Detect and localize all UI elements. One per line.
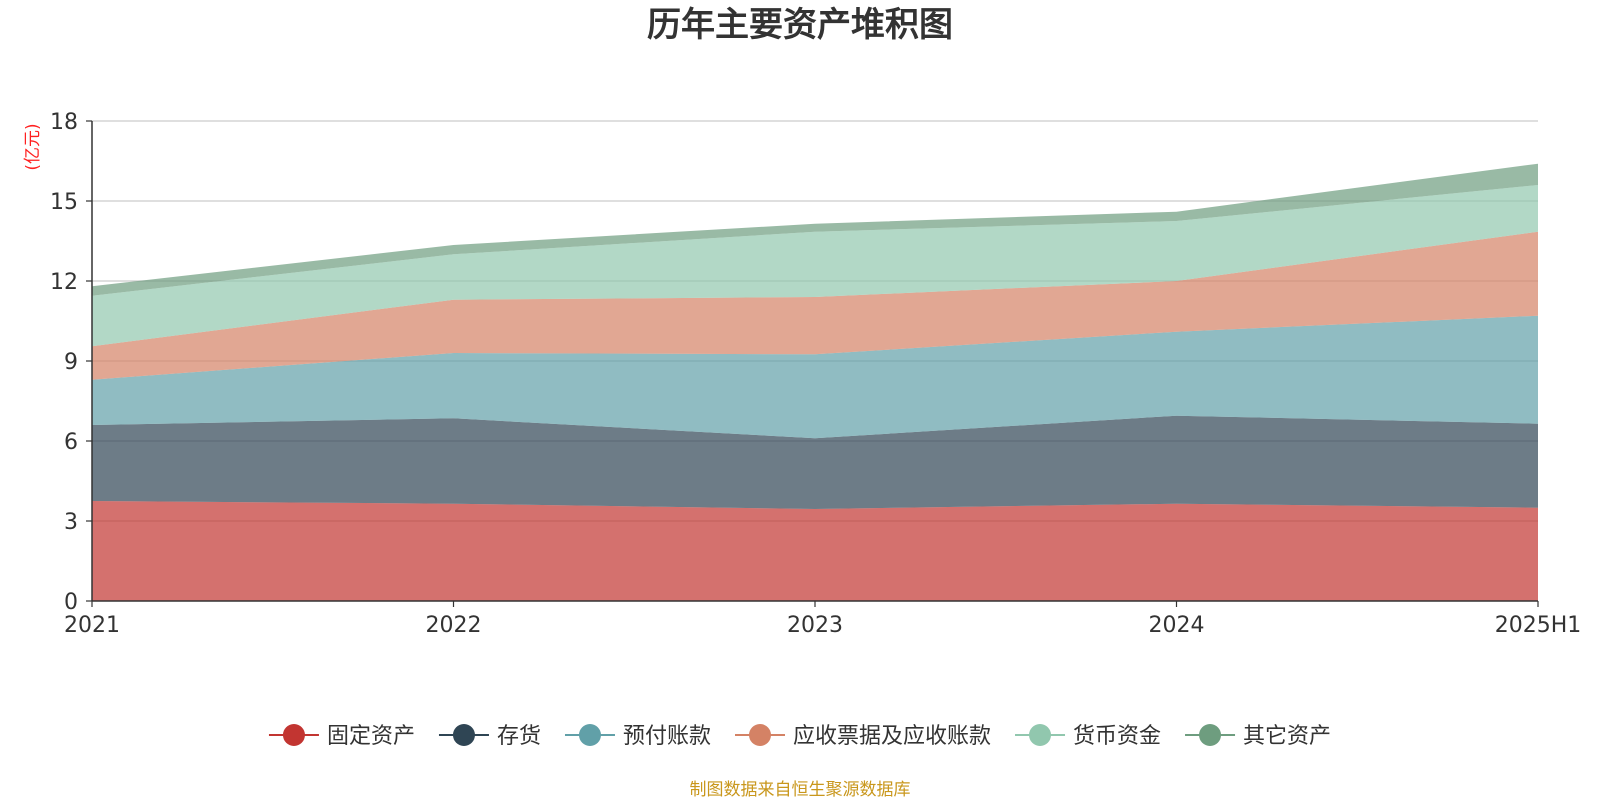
x-tick-label: 2021 xyxy=(64,613,120,638)
legend-circle-icon xyxy=(282,724,305,746)
area-其它资产 xyxy=(92,163,1538,296)
x-tick-label: 2022 xyxy=(426,613,482,638)
x-tick-label: 2024 xyxy=(1149,613,1205,638)
legend-item-应收票据及应收账款[interactable]: 应收票据及应收账款 xyxy=(735,724,991,749)
area-固定资产 xyxy=(92,501,1538,601)
legend-item-货币资金[interactable]: 货币资金 xyxy=(1015,724,1161,749)
y-tick-label: 3 xyxy=(64,510,78,535)
axes: 0 3 6 9 12 15 18 2021 2022 2023 2024 2025H1 xyxy=(50,110,1581,638)
data-source-note: 制图数据来自恒生聚源数据库 xyxy=(690,780,911,800)
legend[interactable]: 固定资产 存货 预付账款 应收票据及应收账款 货币资金 其它资产 xyxy=(268,724,1331,749)
y-tick-label: 0 xyxy=(64,590,78,615)
legend-circle-icon xyxy=(749,724,771,746)
y-axis-unit-label: (亿元) xyxy=(23,123,43,170)
y-tick-label: 18 xyxy=(50,110,78,135)
area-存货 xyxy=(92,415,1538,509)
legend-circle-icon xyxy=(452,724,475,746)
legend-label: 其它资产 xyxy=(1243,724,1331,749)
area-series-group xyxy=(92,163,1538,601)
legend-item-其它资产[interactable]: 其它资产 xyxy=(1185,724,1331,749)
y-tick-label: 15 xyxy=(50,190,78,215)
y-tick-label: 9 xyxy=(64,350,78,375)
legend-circle-icon xyxy=(578,724,601,746)
chart-title: 历年主要资产堆积图 xyxy=(647,5,953,45)
y-tick-label: 6 xyxy=(64,430,78,455)
legend-item-存货[interactable]: 存货 xyxy=(438,724,541,749)
legend-label: 存货 xyxy=(497,724,541,749)
area-应收票据及应收账款 xyxy=(92,231,1538,380)
legend-item-固定资产[interactable]: 固定资产 xyxy=(268,724,415,749)
legend-label: 预付账款 xyxy=(623,724,711,749)
legend-label: 固定资产 xyxy=(327,724,415,749)
legend-item-预付账款[interactable]: 预付账款 xyxy=(564,724,711,749)
legend-circle-icon xyxy=(1029,724,1052,746)
legend-label: 应收票据及应收账款 xyxy=(793,724,991,749)
legend-circle-icon xyxy=(1199,724,1222,746)
x-tick-label: 2025H1 xyxy=(1495,613,1582,638)
x-tick-label: 2023 xyxy=(787,613,843,638)
area-货币资金 xyxy=(92,185,1538,347)
y-tick-label: 12 xyxy=(50,270,78,295)
area-预付账款 xyxy=(92,315,1538,439)
legend-label: 货币资金 xyxy=(1073,724,1161,749)
